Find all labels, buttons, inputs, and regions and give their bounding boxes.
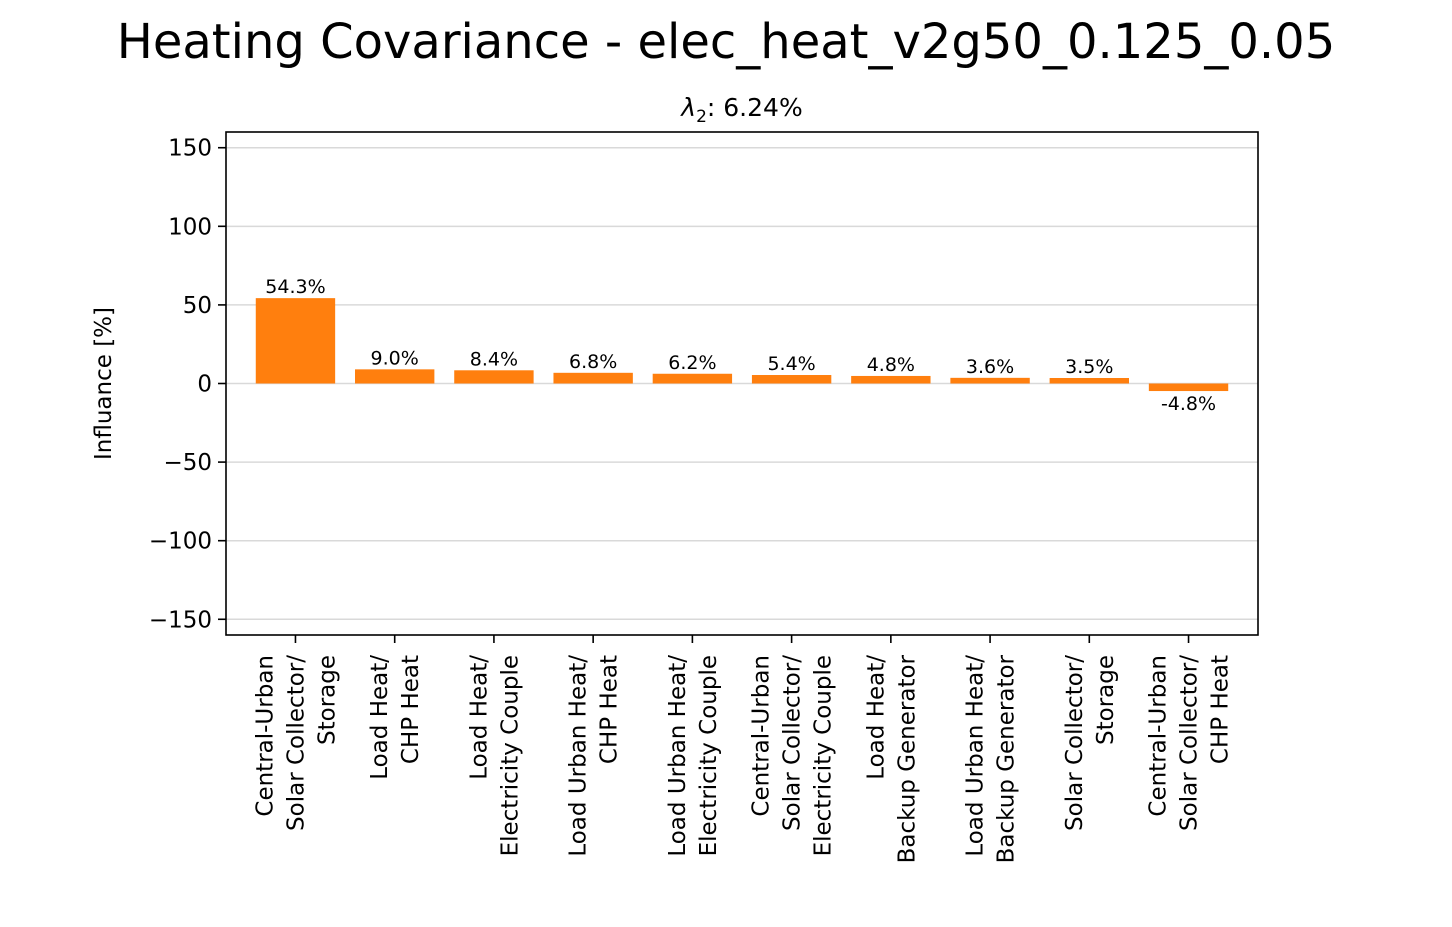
data-label: 3.6% [966,356,1014,378]
x-tick-label-line: Electricity Couple [497,655,523,856]
x-tick-label-line: Load Urban Heat/ [566,655,592,857]
bar [454,370,534,384]
x-tick-label-line: Solar Collector/ [283,655,309,831]
x-tick-label-line: Electricity Couple [811,655,837,856]
x-tick-label-line: Solar Collector/ [1062,655,1088,831]
x-tick-label-line: Central-Urban [749,655,775,817]
x-tick-label: Load Urban Heat/Backup Generator [963,654,1020,863]
data-label: -4.8% [1161,393,1216,415]
y-tick-label: −50 [163,450,212,476]
bar [652,373,733,384]
y-tick-label: 100 [168,214,212,240]
data-label: 3.5% [1065,356,1113,378]
x-tick-label: Central-Urban Solar Collector/Electricity… [749,655,837,857]
data-label: 8.4% [470,348,518,370]
y-tick-label: −150 [149,607,212,633]
x-tick-label: Central-Urban Solar Collector/Storage [252,655,340,831]
x-tick-label: Solar Collector/Storage [1062,655,1119,831]
x-tick-label-line: Central-Urban [252,655,278,817]
x-tick-label-line: CHP Heat [1208,655,1234,764]
x-tick-label-line: Backup Generator [894,654,920,863]
bar [1148,383,1229,392]
x-tick-label: Load Heat/CHP Heat [367,655,424,780]
y-tick-label: −100 [149,529,212,555]
x-tick-label-line: CHP Heat [398,655,424,764]
y-tick-label: 0 [197,372,212,398]
x-tick-label-line: Storage [1093,655,1119,745]
x-tick-label: Load Urban Heat/CHP Heat [566,655,623,857]
y-tick-label: 50 [183,293,212,319]
data-label: 6.2% [668,352,716,374]
bar [255,298,336,384]
chart-subtitle: λ2: 6.24% [679,93,802,127]
bar [950,377,1030,384]
bar [751,375,832,384]
y-axis-label: Influance [%] [91,307,117,460]
data-label: 54.3% [265,276,325,298]
x-tick-label-line: Load Heat/ [466,655,492,780]
bar [851,375,931,384]
x-tick-label-line: Backup Generator [994,654,1020,863]
x-tick-label: Load Urban Heat/Electricity Couple [665,655,722,857]
x-tick-label-line: CHP Heat [597,655,623,764]
x-tick-label-line: Load Urban Heat/ [963,655,989,857]
x-tick-label-line: Electricity Couple [696,655,722,856]
x-tick-label-line: Load Urban Heat/ [665,655,691,857]
y-tick-label: 150 [168,136,212,162]
chart-title: Heating Covariance - elec_heat_v2g50_0.1… [116,14,1336,70]
bar [553,372,633,384]
x-tick-label-line: Solar Collector/ [780,655,806,831]
x-tick-label-line: Load Heat/ [367,655,393,780]
x-tick-label-line: Storage [314,655,340,745]
x-tick-label: Central-Urban Solar Collector/CHP Heat [1146,655,1234,831]
x-tick-label: Load Heat/Backup Generator [863,654,920,863]
bar [1049,377,1129,384]
data-label: 6.8% [569,351,617,373]
x-tick-label-line: Central-Urban [1146,655,1172,817]
x-tick-label: Load Heat/Electricity Couple [466,655,523,857]
x-tick-label-line: Load Heat/ [863,655,889,780]
bar [355,369,435,384]
x-tick-label-line: Solar Collector/ [1177,655,1203,831]
data-label: 4.8% [867,354,915,376]
data-label: 9.0% [371,347,419,369]
data-label: 5.4% [767,353,815,375]
